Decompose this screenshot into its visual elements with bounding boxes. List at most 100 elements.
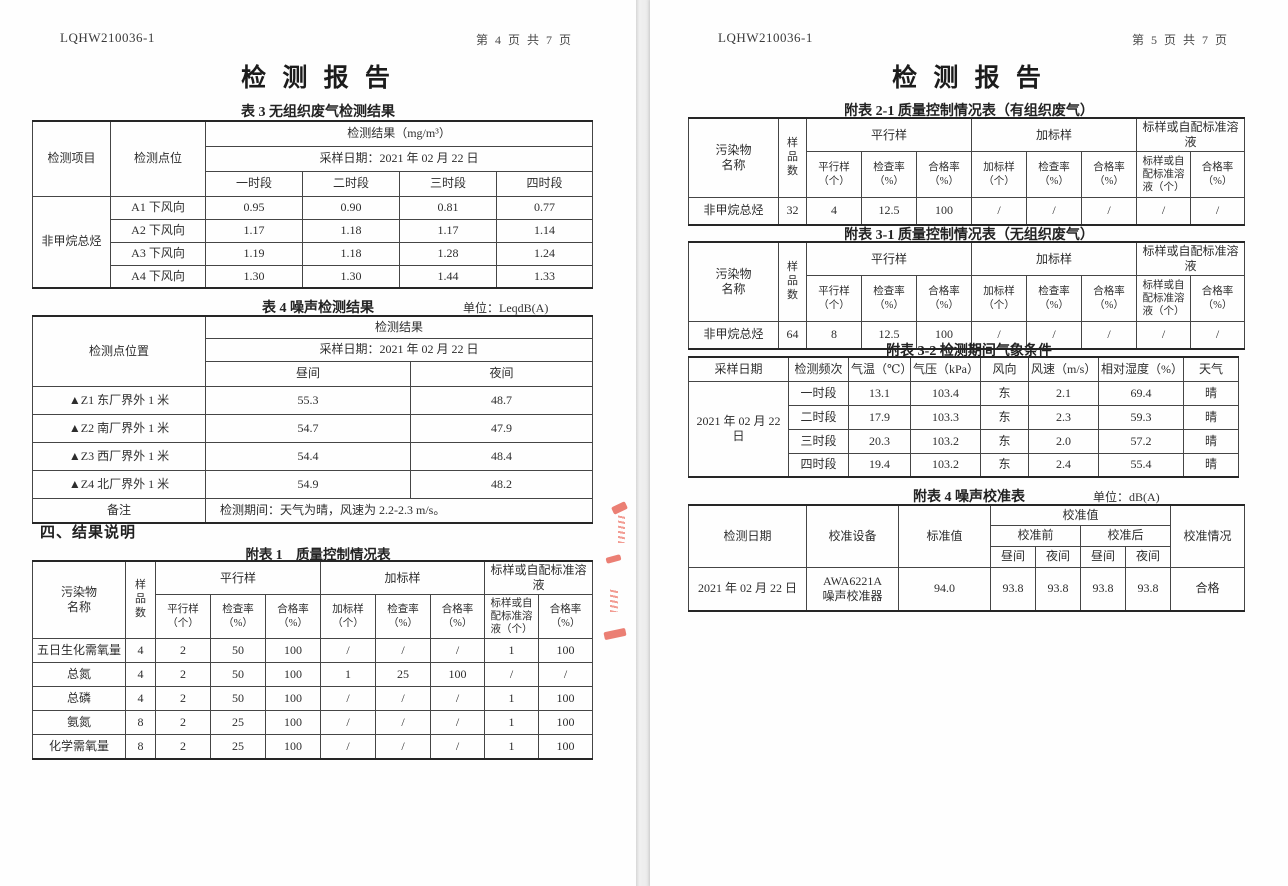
value-cell: 4: [125, 638, 156, 663]
value-cell: /: [1189, 321, 1246, 349]
header-cell: 样 品 数: [778, 117, 807, 198]
value-cell: 47.9: [409, 413, 594, 443]
noise-point-cell: ▲Z1 东厂界外 1 米: [32, 385, 206, 415]
value-cell: /: [375, 638, 431, 663]
appendix4-unit: 单位：dB(A): [1093, 490, 1160, 504]
value-cell: /: [484, 662, 539, 687]
header-cell: 标样或自 配标准溶 液（个）: [1136, 275, 1191, 322]
pollutant-name-cell: 非甲烷总烃: [688, 321, 779, 349]
value-cell: 100: [265, 710, 321, 735]
header-cell: 加标样: [971, 241, 1137, 276]
value-cell: 17.9: [848, 404, 911, 430]
header-cell: 检查率 （%）: [210, 594, 266, 639]
value-cell: /: [320, 686, 376, 711]
value-cell: /: [430, 734, 485, 759]
header-cell: 校准后: [1079, 524, 1172, 547]
value-cell: 1.18: [302, 241, 400, 266]
header-cell: 夜间: [1035, 545, 1081, 568]
appendix1-qc-table: 污染物 名称 样 品 数 平行样 加标样 标样或自配标准溶液 平行样 （个） 检…: [32, 560, 594, 760]
value-cell: 2: [155, 662, 211, 687]
value-cell: /: [320, 734, 376, 759]
value-cell: /: [430, 686, 485, 711]
header-cell: 合格率 （%）: [1189, 151, 1246, 198]
header-cell: 校准设备: [806, 504, 899, 568]
header-cell: 检查率 （%）: [861, 275, 917, 322]
pollutant-name-cell: 总氮: [32, 662, 126, 687]
value-cell: /: [430, 638, 485, 663]
header-cell: 合格率 （%）: [1081, 275, 1137, 322]
header-cell: 加标样 （个）: [971, 151, 1027, 198]
value-cell: /: [1026, 197, 1082, 225]
header-cell: 标样或自配标准溶液: [483, 560, 594, 595]
value-cell: 13.1: [848, 380, 911, 406]
section-heading-results: 四、结果说明: [40, 525, 137, 541]
header-cell: 天气: [1183, 356, 1239, 382]
pollutant-name-cell: 非甲烷总烃: [688, 197, 779, 225]
header-cell: 检测点位: [110, 120, 206, 197]
value-cell: 1.19: [205, 241, 303, 266]
status-cell: 合格: [1170, 566, 1246, 612]
value-cell: 103.2: [910, 428, 981, 454]
sample-date-cell: 采样日期：2021 年 02 月 22 日: [204, 145, 594, 172]
value-cell: 100: [537, 710, 594, 735]
value-cell: 93.8: [1080, 566, 1126, 612]
appendix2-1-qc-table: 污染物 名称 样 品 数 平行样 加标样 标样或自配标准溶液 平行样 （个） 检…: [688, 117, 1246, 226]
header-cell: 二时段: [302, 170, 400, 197]
value-cell: 1.17: [399, 218, 497, 243]
appendix2-1-title: 附表 2-1 质量控制情况表（有组织废气）: [844, 104, 1094, 119]
header-cell: 检测项目: [32, 120, 111, 197]
value-cell: 4: [125, 686, 156, 711]
value-cell: 2.1: [1028, 380, 1099, 406]
value-cell: 25: [375, 662, 431, 687]
header-cell: 平行样 （个）: [155, 594, 211, 639]
header-cell: 校准情况: [1170, 504, 1246, 568]
header-cell: 相对湿度（%）: [1098, 356, 1184, 382]
value-cell: 93.8: [990, 566, 1036, 612]
value-cell: 0.77: [495, 195, 594, 220]
value-cell: 100: [265, 686, 321, 711]
value-cell: /: [320, 710, 376, 735]
value-cell: 19.4: [848, 452, 911, 478]
header-cell: 气温（℃）: [848, 356, 911, 382]
header-cell: 气压（kPa）: [910, 356, 981, 382]
header-cell: 一时段: [205, 170, 303, 197]
value-cell: 晴: [1183, 428, 1239, 454]
value-cell: 8: [125, 734, 156, 759]
value-cell: 1: [320, 662, 376, 687]
page-number: 第 4 页 共 7 页: [476, 33, 574, 47]
report-title: 检 测 报 告: [892, 65, 1046, 92]
device-cell: AWA6221A 噪声校准器: [806, 566, 899, 612]
value-cell: 100: [265, 662, 321, 687]
header-cell: 校准值: [989, 504, 1172, 526]
value-cell: 2.3: [1028, 404, 1099, 430]
value-cell: 8: [125, 710, 156, 735]
value-cell: 100: [916, 197, 972, 225]
value-cell: 25: [210, 710, 266, 735]
header-cell: 检测点位置: [32, 315, 206, 387]
value-cell: 94.0: [898, 566, 991, 612]
header-cell: 检测频次: [788, 356, 849, 382]
value-cell: 1.30: [205, 264, 303, 289]
value-cell: 2: [155, 710, 211, 735]
value-cell: 晴: [1183, 404, 1239, 430]
header-cell: 校准前: [990, 524, 1081, 547]
header-cell: 检查率 （%）: [1026, 151, 1082, 198]
table4-unit: 单位：LeqdB(A): [463, 301, 549, 315]
value-cell: 0.95: [205, 195, 303, 220]
value-cell: 2: [155, 734, 211, 759]
value-cell: 100: [537, 638, 594, 663]
value-cell: 1.33: [495, 264, 594, 289]
pollutant-name-cell: 氨氮: [32, 710, 126, 735]
value-cell: 93.8: [1035, 566, 1081, 612]
header-cell: 平行样: [155, 560, 321, 595]
value-cell: 100: [265, 638, 321, 663]
header-cell: 合格率 （%）: [1189, 275, 1246, 322]
header-cell: 检查率 （%）: [375, 594, 431, 639]
value-cell: 2: [155, 638, 211, 663]
header-cell: 平行样 （个）: [806, 275, 862, 322]
header-cell: 样 品 数: [778, 241, 807, 322]
header-cell: 四时段: [495, 170, 594, 197]
appendix3-2-title: 附表 3-2 检测期间气象条件: [886, 344, 1052, 359]
value-cell: 东: [980, 452, 1029, 478]
value-cell: 1: [484, 638, 539, 663]
